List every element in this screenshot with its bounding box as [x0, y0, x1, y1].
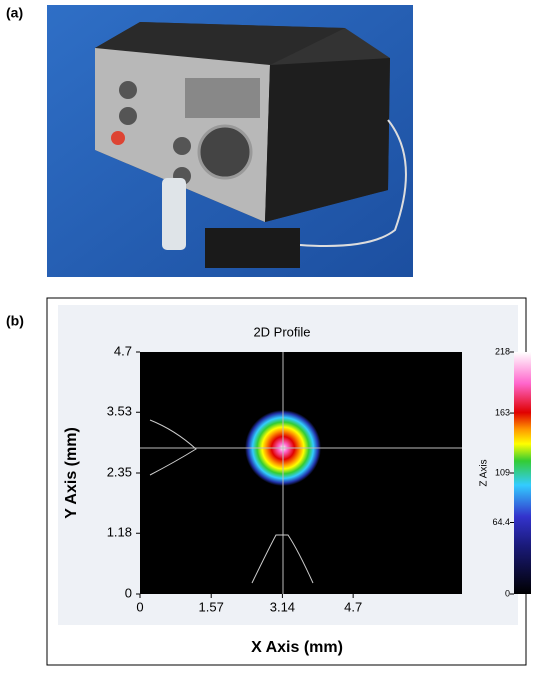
y-axis-label: Y Axis (mm) [63, 427, 80, 519]
x-tick-label: 3.14 [270, 599, 295, 614]
color-bar [514, 352, 531, 594]
z-tick-label: 109 [495, 467, 510, 477]
panel-label: (a) [6, 5, 23, 21]
z-tick-label: 163 [495, 407, 510, 417]
y-tick-label: 4.7 [114, 343, 132, 358]
z-tick-label: 64.4 [492, 517, 510, 527]
y-tick-label: 3.53 [107, 404, 132, 419]
x-tick-label: 0 [136, 599, 143, 614]
x-tick-label: 4.7 [344, 599, 362, 614]
y-tick-label: 2.35 [107, 464, 132, 479]
photo [47, 5, 413, 277]
x-axis-label: X Axis (mm) [251, 639, 343, 656]
z-tick-label: 218 [495, 346, 510, 356]
figure: (a) (b) 2D Profile X Axis (mm) Y Axis (m… [0, 0, 538, 673]
y-tick-label: 0 [125, 585, 132, 600]
page: {"labels": {"a": "(a)", "b": "(b)"}, "ch… [0, 0, 538, 673]
panel-label: (b) [6, 313, 24, 329]
x-tick-label: 1.57 [199, 599, 224, 614]
z-tick-label: 0 [505, 588, 510, 598]
chart-title: 2D Profile [253, 324, 310, 339]
y-tick-label: 1.18 [107, 525, 132, 540]
z-axis-label: Z Axis [479, 459, 490, 486]
